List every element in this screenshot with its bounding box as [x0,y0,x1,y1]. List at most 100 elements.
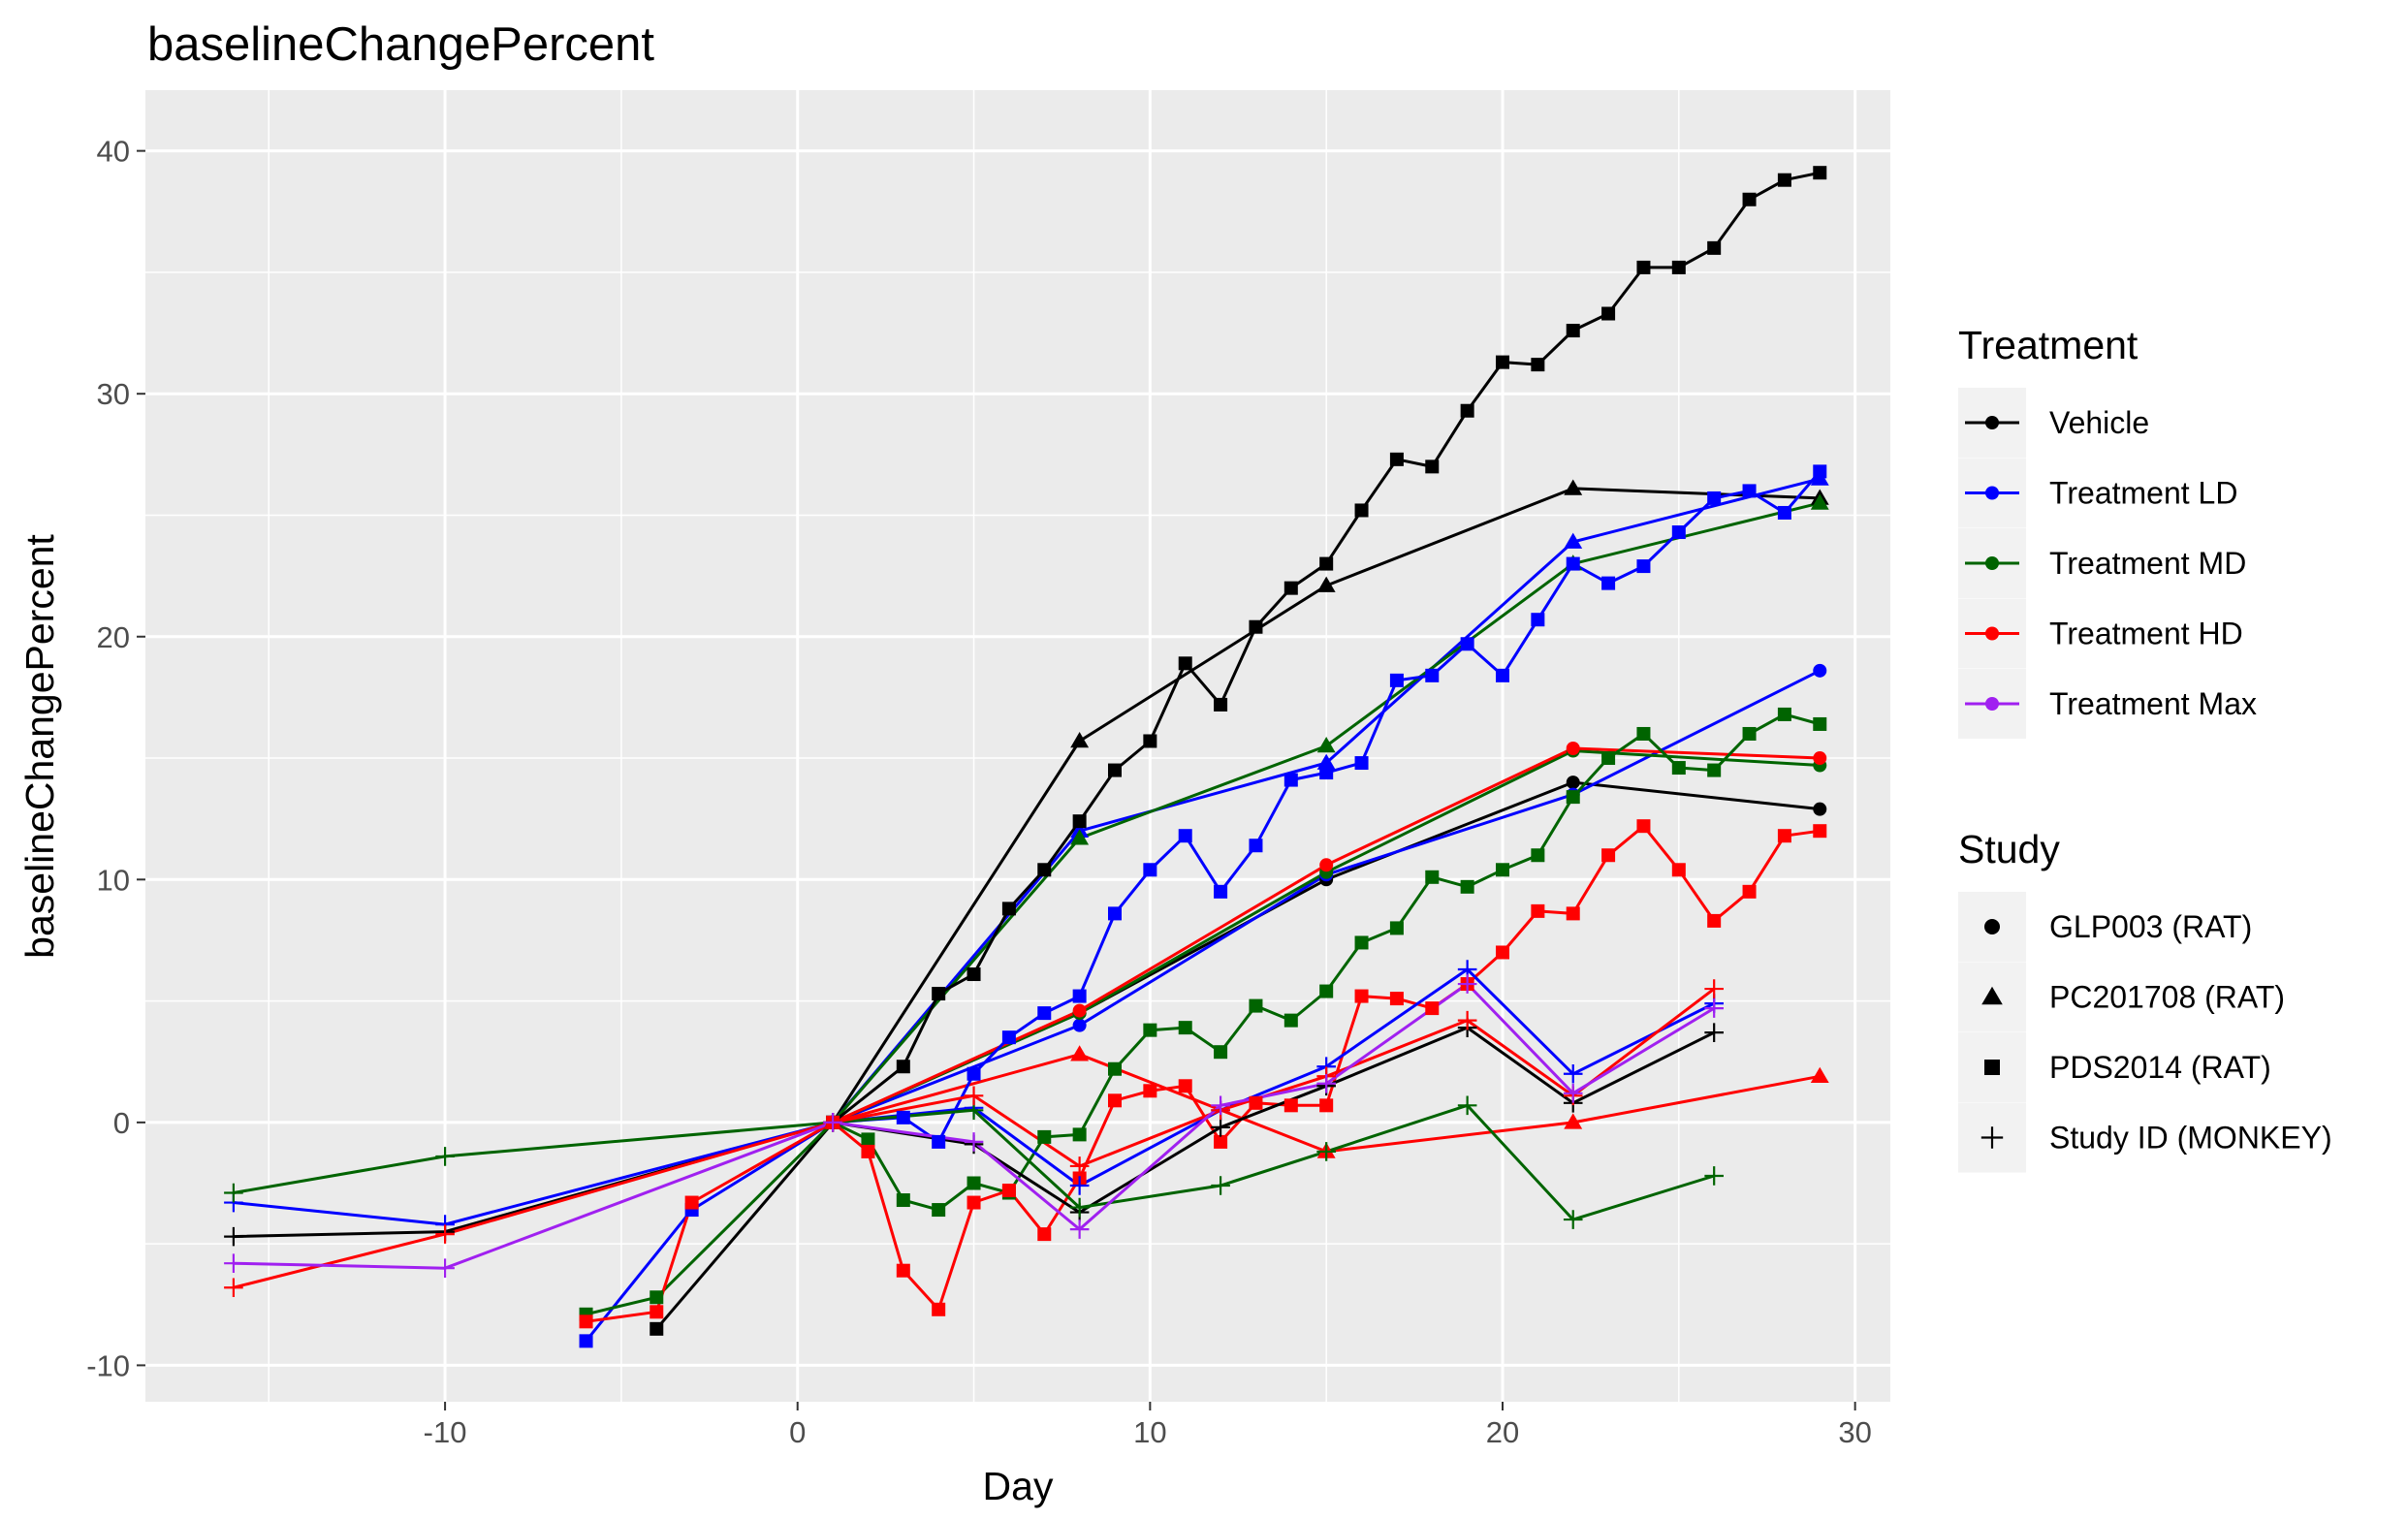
data-point [1354,503,1369,518]
data-point [1249,619,1263,634]
data-point [1707,240,1722,255]
data-point [1319,556,1334,571]
legend-key-point [1985,416,1999,429]
legend-item-label: GLP003 (RAT) [2049,909,2252,944]
data-point [1704,1166,1724,1186]
data-point [1178,1021,1192,1035]
data-point [1354,756,1369,771]
data-point [1460,879,1474,894]
data-point [1671,863,1686,877]
legend-item-label: Treatment HD [2049,617,2243,651]
data-point [224,1278,243,1298]
data-point [1496,355,1509,369]
legend-key-point [1985,626,1999,641]
data-point [224,1183,243,1203]
data-point [1813,663,1827,678]
data-point [896,1060,910,1074]
data-point [1636,559,1651,574]
data-point [1178,829,1192,843]
data-point [1072,1127,1087,1142]
data-point [1283,581,1298,595]
data-point [1319,858,1334,872]
data-point [1037,863,1052,877]
data-point [823,1113,842,1132]
data-point [1069,1197,1090,1218]
legend-key-point [1985,486,1999,500]
series-line [233,982,1715,1270]
data-point [1143,1023,1157,1037]
x-tick-label: 0 [789,1415,806,1449]
data-point [1563,1083,1583,1103]
data-point [1531,358,1545,372]
data-point [1704,998,1724,1018]
legend-key-marker [1984,919,2000,934]
data-point [1563,1063,1583,1084]
data-point [1316,753,1336,770]
legend-treatment-title: Treatment [1958,323,2139,367]
data-point [1354,989,1369,1003]
y-tick-label: -10 [86,1348,130,1382]
series-line [233,967,1715,1226]
data-point [1460,637,1474,651]
data-point [1214,884,1228,899]
data-point [1211,1118,1230,1137]
data-point [1566,906,1580,921]
data-point [1316,737,1336,753]
data-point [1143,734,1157,748]
data-point [1742,884,1757,899]
data-point [1178,1079,1192,1093]
y-axis-title: baselineChangePercent [17,534,62,959]
data-point [1283,1098,1298,1113]
x-tick-label: 20 [1486,1415,1519,1449]
data-point [1704,1023,1724,1042]
data-point [1707,491,1722,505]
grid-major [145,90,1890,1402]
data-point [1813,464,1827,479]
legend-key-marker [1984,1060,2000,1075]
data-point [1425,459,1440,474]
data-point [435,1224,455,1244]
data-point [684,1195,699,1210]
data-point [1777,829,1791,843]
y-tick-label: 40 [97,135,130,169]
series-line [233,987,1716,1289]
data-point [932,987,946,1001]
y-tick-label: 30 [97,377,130,411]
data-point [1564,1113,1583,1129]
data-point [1707,913,1722,928]
data-point [650,1290,664,1305]
data-point [224,1253,243,1273]
legend-item-label: Study ID (MONKEY) [2049,1121,2332,1156]
data-point [1283,1013,1298,1028]
data-point [1704,979,1724,998]
data-point [579,1314,593,1329]
data-point [1389,921,1404,935]
data-point [1070,1045,1090,1061]
data-point [1810,493,1829,510]
data-point [1001,1184,1016,1198]
data-point [1777,707,1791,721]
plot-panel [145,90,1890,1402]
y-tick-label: 10 [97,863,130,897]
data-point [1072,1003,1087,1018]
data-point [435,1147,455,1166]
legend-item-label: PC201708 (RAT) [2049,980,2285,1015]
data-point [650,1321,664,1336]
data-point [1531,903,1545,918]
data-point [1636,260,1651,274]
data-point [964,1086,984,1106]
data-point [1037,1227,1052,1242]
legend-treatment: Treatment Vehicle Treatment LD Treatment M… [1958,323,2257,739]
data-point [1496,668,1509,682]
data-point [896,1263,910,1278]
series-line [233,1103,1715,1221]
data-point [1742,726,1757,741]
data-point [1211,1095,1230,1116]
data-point [1037,1006,1052,1021]
data-point [966,1195,981,1210]
data-point [1143,1084,1157,1098]
data-point [1108,1061,1122,1076]
data-point [1072,814,1087,829]
data-point [896,1193,910,1208]
